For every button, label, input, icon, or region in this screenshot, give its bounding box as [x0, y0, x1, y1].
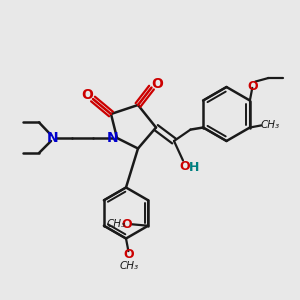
- Text: O: O: [123, 248, 134, 261]
- Text: N: N: [107, 131, 118, 145]
- Text: CH₃: CH₃: [260, 119, 279, 130]
- Text: O: O: [248, 80, 258, 93]
- Text: O: O: [122, 218, 132, 231]
- Text: O: O: [151, 77, 163, 91]
- Text: O: O: [82, 88, 94, 102]
- Text: CH₃: CH₃: [119, 261, 139, 271]
- Text: N: N: [47, 131, 58, 145]
- Text: O: O: [179, 160, 190, 173]
- Text: H: H: [189, 160, 200, 174]
- Text: CH₃: CH₃: [106, 219, 125, 229]
